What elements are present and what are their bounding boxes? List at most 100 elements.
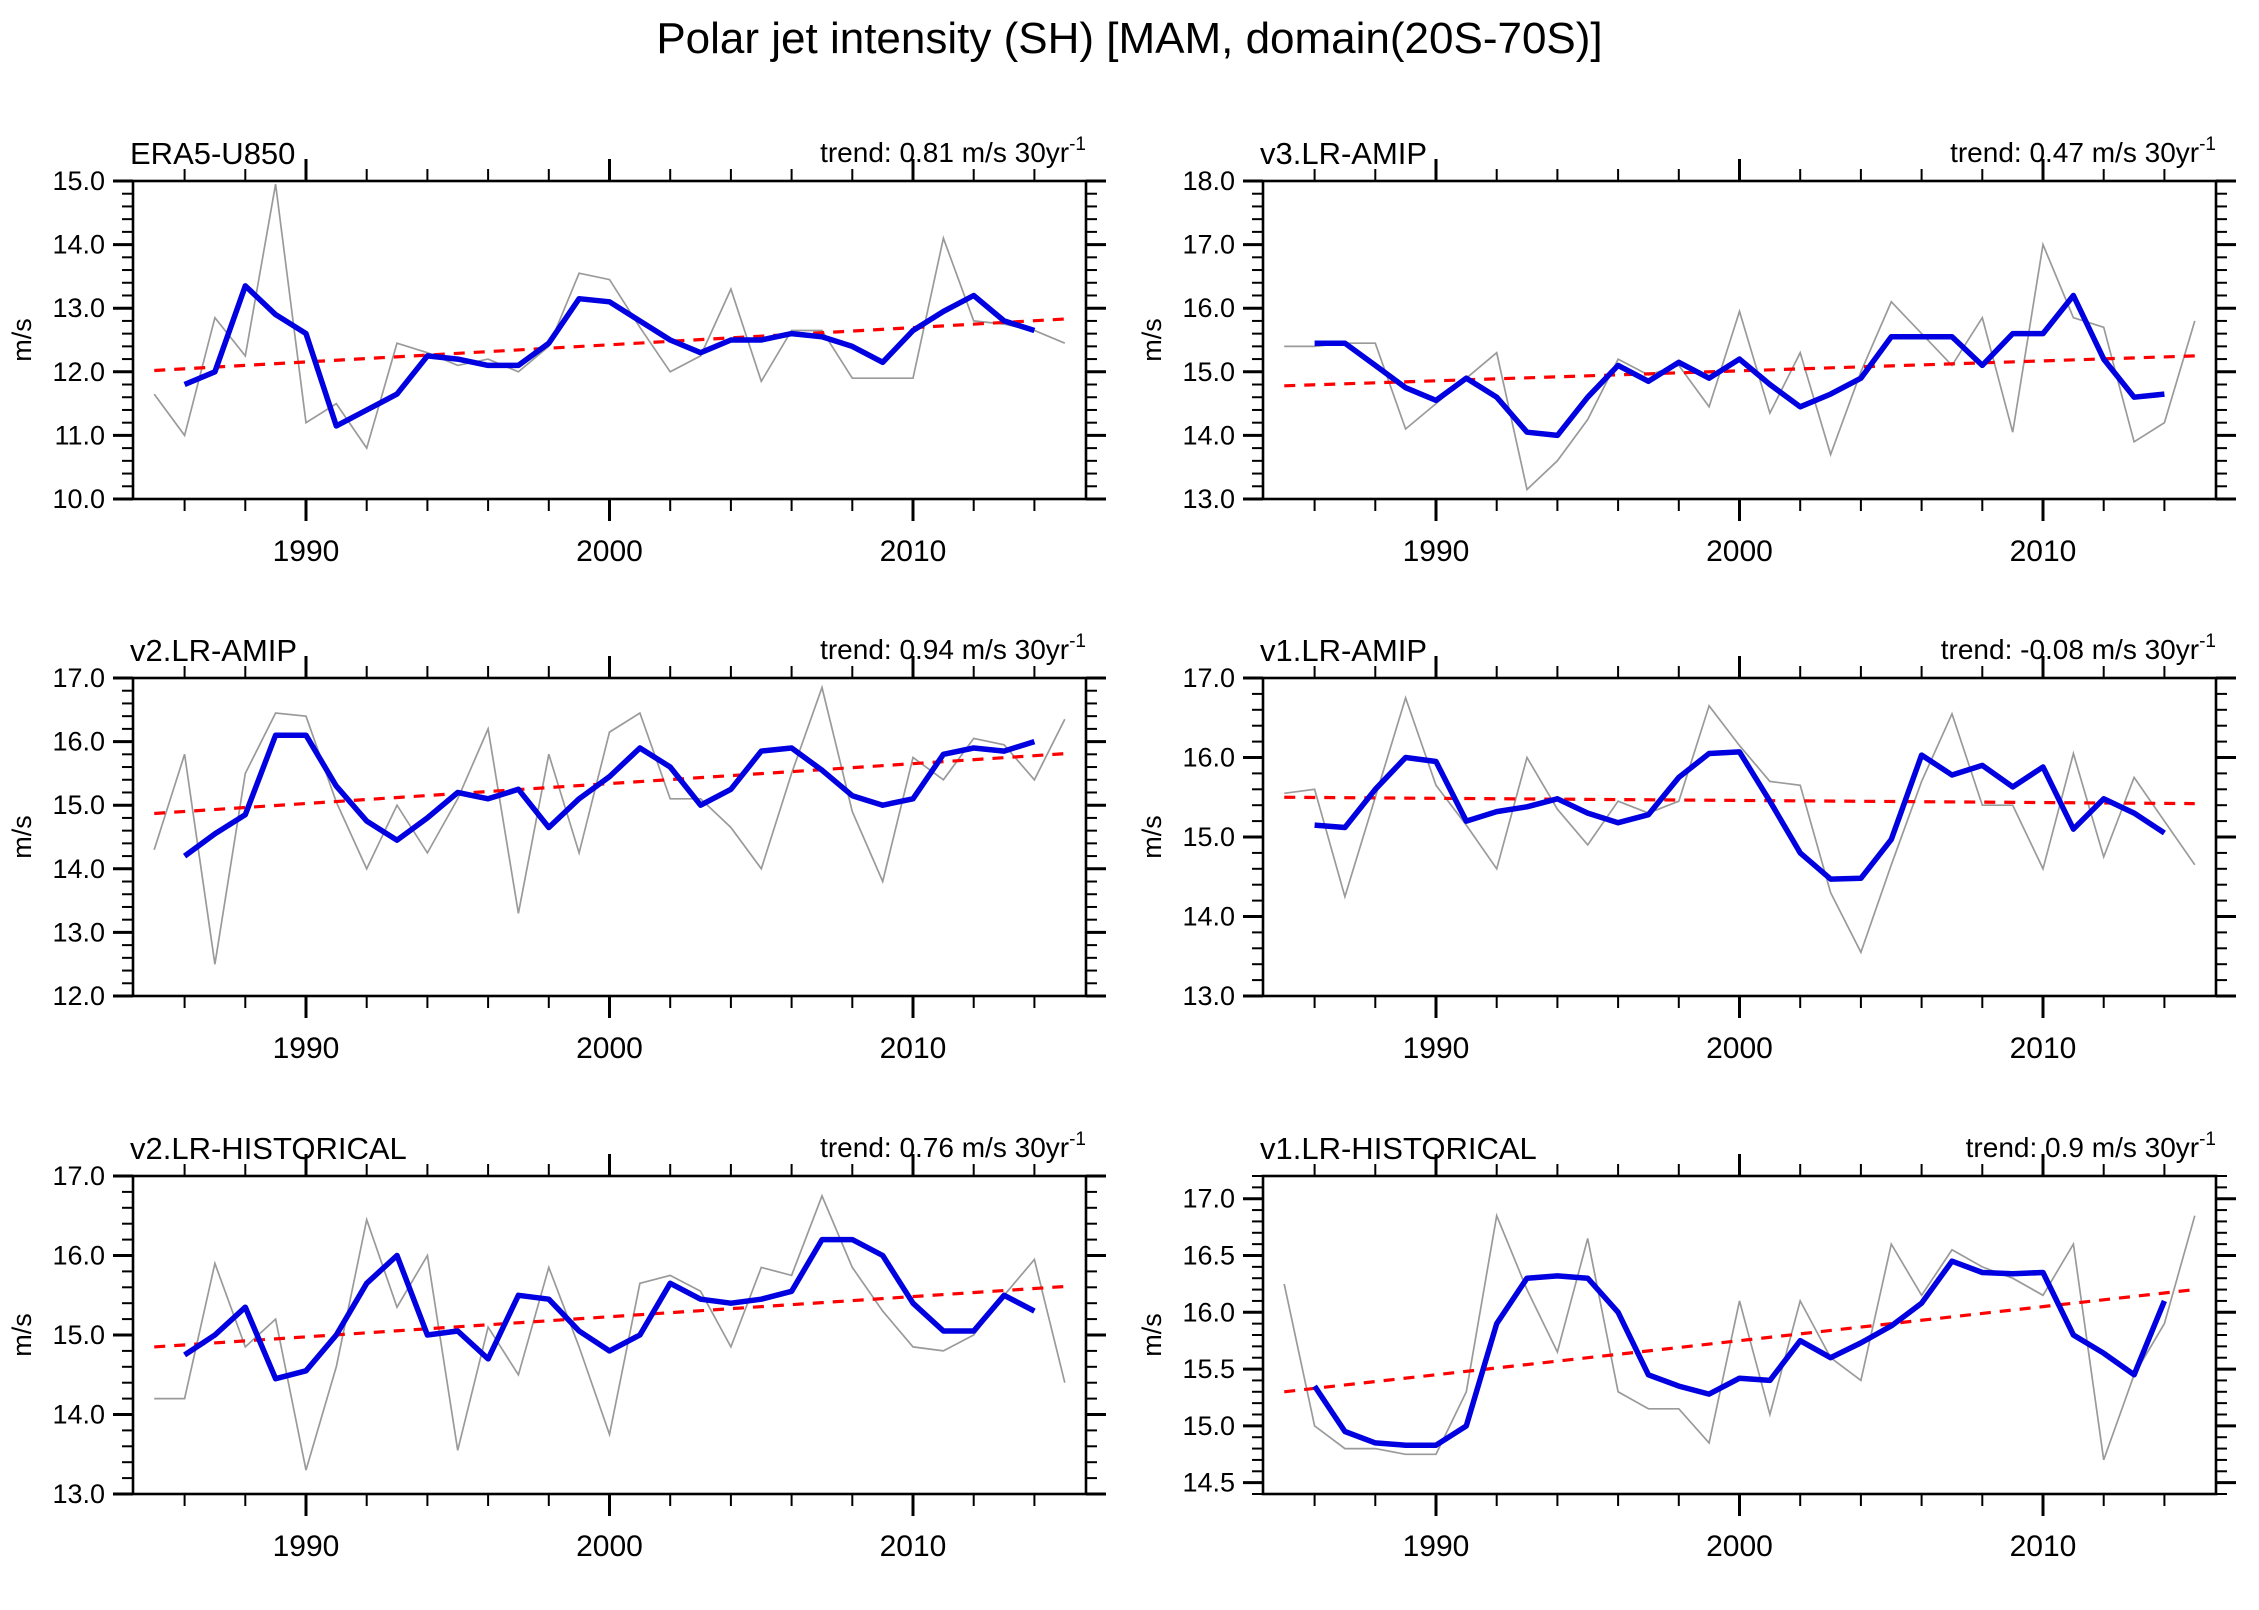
x-tick-label: 1990 (1403, 1032, 1470, 1065)
y-tick-label: 12.0 (52, 357, 105, 387)
trend-annotation: trend: 0.9 m/s 30yr-1 (1966, 1129, 2216, 1163)
x-tick-label: 2010 (2010, 535, 2077, 568)
y-tick-label: 15.5 (1182, 1354, 1235, 1384)
y-axis-unit-label: m/s (7, 318, 37, 362)
trend-annotation: trend: 0.76 m/s 30yr-1 (820, 1129, 1086, 1163)
y-tick-label: 14.0 (1182, 420, 1235, 450)
y-tick-label: 16.0 (52, 1241, 105, 1271)
x-tick-label: 1990 (1403, 535, 1470, 568)
y-tick-labels: 12.0 13.0 14.0 15.0 16.0 17.0 (52, 663, 105, 1011)
x-tick-label: 2010 (2010, 1032, 2077, 1065)
y-tick-label: 18.0 (1182, 166, 1235, 196)
smoothed-series-line (183, 1236, 1036, 1382)
panel-v3-lr-amip: v3.LR-AMIP trend: 0.47 m/s 30yr-1 13.0 14… (1130, 118, 2259, 615)
panel-v1-lr-amip: v1.LR-AMIP trend: -0.08 m/s 30yr-1 13.0 1… (1130, 615, 2259, 1112)
annual-series-line (1283, 1212, 2196, 1461)
y-tick-label: 15.0 (1182, 357, 1235, 387)
annual-series-line (1284, 241, 2196, 492)
y-tick-label: 16.0 (52, 727, 105, 757)
figure-title: Polar jet intensity (SH) [MAM, domain(20… (656, 14, 1603, 63)
x-tick-label: 2000 (576, 535, 643, 568)
axes-box (131, 1174, 1088, 1496)
y-tick-label: 16.5 (1182, 1241, 1235, 1271)
axis-ticks (113, 656, 1106, 1018)
annual-series-line (1284, 695, 2196, 955)
panel-v2-lr-historical: v2.LR-HISTORICAL trend: 0.76 m/s 30yr-1 … (0, 1113, 1129, 1610)
y-tick-labels: 14.5 15.0 15.5 16.0 16.5 17.0 (1182, 1184, 1235, 1498)
trend-annotation: trend: 0.47 m/s 30yr-1 (1950, 134, 2216, 168)
y-tick-label: 15.0 (52, 790, 105, 820)
x-tick-label: 1990 (273, 1530, 340, 1563)
plot-area (153, 184, 1066, 451)
smoothed-series-line (1312, 1258, 2167, 1448)
trend-line (154, 1284, 1065, 1349)
v2-lr-historical-chart: v2.LR-HISTORICAL trend: 0.76 m/s 30yr-1 … (7, 1129, 1106, 1563)
trend-line (1284, 1287, 2195, 1394)
plot-area (1283, 1212, 2196, 1461)
y-tick-label: 16.0 (1182, 743, 1235, 773)
plot-area (154, 1193, 1066, 1471)
y-tick-label: 11.0 (54, 420, 105, 450)
x-tick-label: 2010 (880, 1032, 947, 1065)
axis-ticks (113, 1154, 1106, 1516)
smoothed-series-line (1314, 292, 2165, 439)
y-tick-label: 13.0 (1182, 484, 1235, 514)
y-tick-label: 10.0 (52, 484, 105, 514)
panel-title: v1.LR-HISTORICAL (1260, 1131, 1537, 1166)
axes-box (1261, 179, 2218, 501)
axes-box (131, 676, 1088, 998)
smoothed-series-line (182, 732, 1036, 859)
annual-series-line (153, 684, 1066, 965)
x-tick-label: 2010 (2010, 1530, 2077, 1563)
x-tick-label: 1990 (273, 535, 340, 568)
panel-title: v2.LR-AMIP (130, 633, 297, 668)
axes-box (131, 179, 1088, 501)
y-tick-labels: 13.0 14.0 15.0 16.0 17.0 (52, 1161, 105, 1509)
panel-v2-lr-amip: v2.LR-AMIP trend: 0.94 m/s 30yr-1 12.0 13… (0, 615, 1129, 1112)
y-axis-unit-label: m/s (7, 815, 37, 859)
trend-annotation: trend: 0.81 m/s 30yr-1 (820, 134, 1086, 168)
y-tick-labels: 10.0 11.0 12.0 13.0 14.0 15.0 (52, 166, 105, 514)
x-tick-label: 1990 (273, 1032, 340, 1065)
axes-box (1261, 676, 2218, 998)
x-tick-label: 2010 (880, 535, 947, 568)
y-tick-label: 13.0 (52, 1479, 105, 1509)
y-axis-unit-label: m/s (1137, 1313, 1167, 1357)
axis-ticks (1243, 1154, 2236, 1516)
panel-title: v1.LR-AMIP (1260, 633, 1427, 668)
y-tick-label: 13.0 (52, 917, 105, 947)
v3-lr-amip-chart: v3.LR-AMIP trend: 0.47 m/s 30yr-1 13.0 14… (1137, 134, 2236, 568)
v1-lr-historical-chart: v1.LR-HISTORICAL trend: 0.9 m/s 30yr-1 1… (1137, 1129, 2236, 1563)
y-tick-label: 14.0 (52, 1400, 105, 1430)
plot-area (1284, 695, 2196, 955)
trend-line (154, 752, 1065, 816)
y-tick-label: 17.0 (52, 1161, 105, 1191)
y-tick-label: 15.0 (1182, 822, 1235, 852)
y-tick-label: 14.0 (52, 230, 105, 260)
y-tick-label: 17.0 (1182, 1184, 1235, 1214)
v2-lr-amip-chart: v2.LR-AMIP trend: 0.94 m/s 30yr-1 12.0 13… (7, 631, 1106, 1065)
x-tick-label: 2010 (880, 1530, 947, 1563)
y-tick-label: 13.0 (1182, 981, 1235, 1011)
y-tick-label: 17.0 (1182, 663, 1235, 693)
y-tick-labels: 13.0 14.0 15.0 16.0 17.0 18.0 (1182, 166, 1235, 514)
smoothed-series-line (183, 283, 1036, 429)
y-tick-label: 15.0 (52, 1320, 105, 1350)
plot-area (1284, 241, 2196, 492)
plot-area (153, 684, 1066, 965)
x-tick-label: 2000 (1706, 1032, 1773, 1065)
y-tick-label: 17.0 (1182, 230, 1235, 260)
x-tick-label: 2000 (576, 1032, 643, 1065)
x-tick-label: 2000 (1706, 535, 1773, 568)
panel-era5-u850: ERA5-U850 trend: 0.81 m/s 30yr-1 10.0 11.… (0, 118, 1129, 615)
y-tick-label: 15.0 (52, 166, 105, 196)
y-tick-label: 12.0 (52, 981, 105, 1011)
axis-ticks (1243, 159, 2236, 521)
smoothed-series-line (1314, 749, 2166, 882)
y-tick-label: 14.5 (1182, 1468, 1235, 1498)
v1-lr-amip-chart: v1.LR-AMIP trend: -0.08 m/s 30yr-1 13.01… (1137, 631, 2236, 1065)
axis-ticks (113, 159, 1106, 521)
y-tick-labels: 13.0 14.0 15.0 16.0 17.0 (1182, 663, 1235, 1011)
x-tick-label: 2000 (576, 1530, 643, 1563)
y-axis-unit-label: m/s (1137, 815, 1167, 859)
